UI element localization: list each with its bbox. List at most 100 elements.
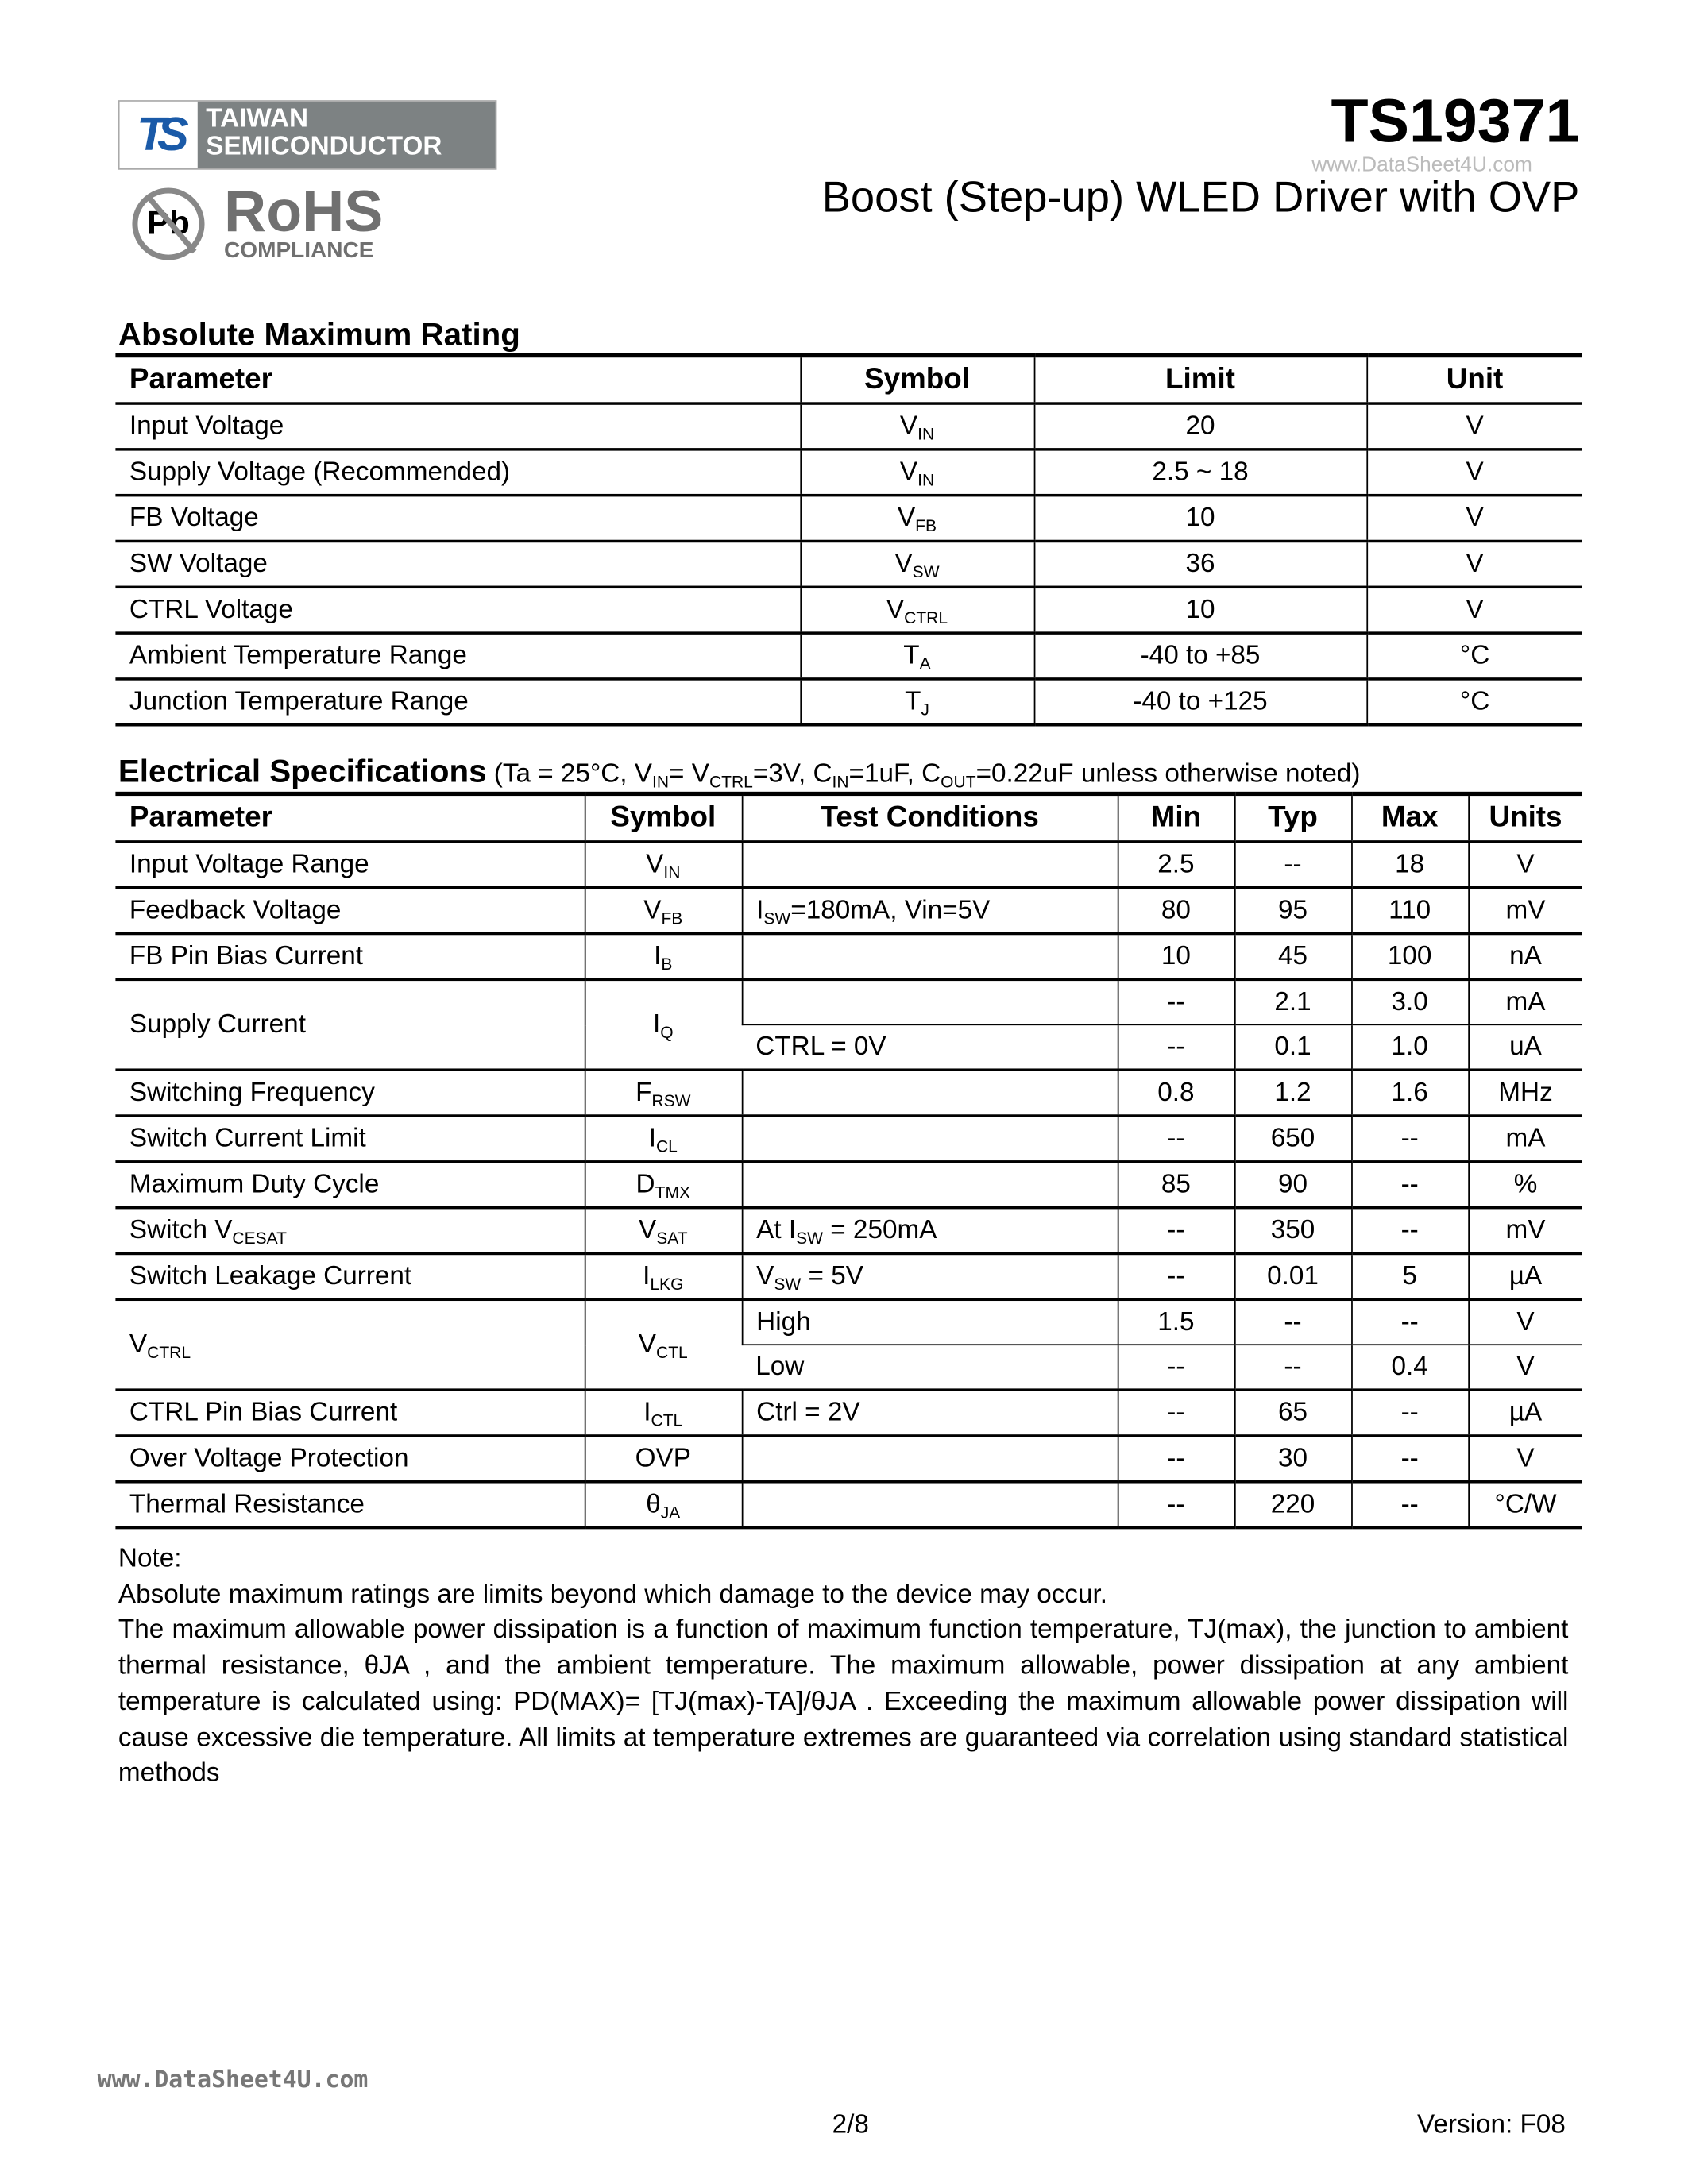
column-header: Test Conditions [740, 791, 1118, 843]
text-segment: Low [755, 1351, 805, 1381]
text-segment: =1uF, C [848, 759, 941, 789]
table-row: Switch VCESAT VSAT At ISW = 250mA -- 350 -- mV [115, 1207, 1582, 1256]
subscript: J [921, 699, 929, 719]
text-segment: CTRL Voltage [129, 594, 293, 624]
version: Version: F08 [1417, 2110, 1566, 2140]
unit-cell: V [1365, 495, 1582, 543]
text-segment: V [899, 411, 918, 441]
text-segment: I [643, 1261, 651, 1291]
test-condition-cell [740, 933, 1118, 982]
column-header: Typ [1234, 791, 1352, 843]
max-cell: 1.6 [1350, 1070, 1469, 1117]
subscript: CESAT [232, 1228, 287, 1248]
unit-cell: V [1467, 1435, 1582, 1484]
notes-line1: Absolute maximum ratings are limits beyo… [118, 1580, 1108, 1610]
text-segment: OVP [635, 1443, 691, 1473]
text-segment: Ctrl = 2V [756, 1397, 860, 1427]
unit-cell: MHz [1467, 1070, 1582, 1117]
table-row: Switch Current Limit ICL -- 650 -- mA [115, 1116, 1582, 1163]
symbol-cell: VIN [799, 449, 1034, 497]
subscript: Q [660, 1021, 674, 1042]
unit-cell: V [1365, 587, 1582, 635]
subscript: SW [796, 1228, 824, 1248]
text-segment: I [652, 1009, 661, 1039]
table-row: Feedback Voltage VFB ISW=180mA, Vin=5V 80 95… [115, 887, 1582, 936]
subscript: IN [652, 772, 670, 792]
limit-cell: 36 [1033, 541, 1367, 589]
table-row: Maximum Duty Cycle DTMX 85 90 --% [115, 1161, 1582, 1210]
text-segment: T [903, 640, 920, 670]
parameter-cell: CTRL Voltage [115, 587, 801, 635]
symbol-cell: VCTL [583, 1299, 742, 1391]
max-cell: -- [1350, 1299, 1469, 1346]
watermark: www.DataSheet4U.com [1311, 152, 1532, 177]
subscript: IN [917, 469, 935, 489]
min-cell: -- [1116, 1390, 1234, 1437]
text-segment: =0.22uF unless otherwise noted) [975, 759, 1361, 789]
symbol-cell: ICL [583, 1116, 742, 1163]
parameter-cell: Ambient Temperature Range [115, 633, 801, 681]
test-condition-cell: At ISW = 250mA [740, 1207, 1118, 1256]
symbol-cell: VSAT [583, 1207, 742, 1256]
unit-cell: V [1467, 1345, 1582, 1391]
typ-cell: 65 [1234, 1390, 1352, 1437]
table-row: Thermal Resistance θJA -- 220 -- °C/W [115, 1481, 1582, 1530]
footer-watermark: www.DataSheet4U.com [97, 2066, 369, 2094]
limit-cell: -40 to +85 [1033, 633, 1367, 681]
subscript: LKG [650, 1273, 684, 1294]
text-segment: D [635, 1169, 655, 1199]
text-segment: V [899, 457, 918, 487]
symbol-cell: VFB [583, 887, 742, 936]
page-number: 2/8 [832, 2110, 869, 2140]
symbol-cell: DTMX [583, 1161, 742, 1210]
text-segment: Maximum Duty Cycle [129, 1169, 380, 1199]
text-segment: High [756, 1306, 811, 1337]
abs-max-table: Parameter Symbol Limit Unit Input Voltage VIN… [115, 353, 1582, 727]
text-segment: V [894, 549, 913, 578]
text-segment: Ambient Temperature Range [129, 640, 467, 670]
min-cell: -- [1116, 1253, 1234, 1302]
text-segment: Switch V [129, 1215, 233, 1245]
max-cell: 100 [1350, 933, 1469, 982]
elec-spec-conditions: (Ta = 25°C, VIN= VCTRL=3V, CIN=1uF, COUT… [494, 759, 1361, 792]
unit-cell: mV [1467, 1207, 1582, 1256]
text-segment: FB Voltage [129, 503, 259, 533]
notes-paragraph: The maximum allowable power dissipation … [118, 1615, 1569, 1788]
min-cell: 2.5 [1116, 841, 1234, 889]
elec-spec-title: Electrical Specifications [118, 752, 487, 789]
test-condition-cell [740, 1070, 1118, 1117]
elec-spec-table: Parameter Symbol Test Conditions Min Typ Max U… [115, 791, 1582, 1530]
max-cell: 0.4 [1350, 1345, 1469, 1391]
parameter-cell: Thermal Resistance [115, 1481, 585, 1530]
parameter-cell: Supply Current [115, 979, 585, 1071]
text-segment: Input Voltage [129, 411, 284, 441]
pb-free-icon: Pb [132, 187, 205, 260]
parameter-cell: Junction Temperature Range [115, 678, 801, 727]
test-condition-cell [740, 1435, 1118, 1484]
subscript: FB [915, 515, 937, 535]
min-cell: -- [1116, 979, 1234, 1026]
logo-line1: TAIWAN [206, 104, 309, 134]
typ-cell: 1.2 [1234, 1070, 1352, 1117]
typ-cell: 0.1 [1234, 1024, 1352, 1071]
typ-cell: 2.1 [1234, 979, 1352, 1026]
table-row: CTRL Voltage VCTRL 10 V [115, 587, 1582, 635]
text-segment: Supply Current [129, 1009, 306, 1039]
symbol-cell: VCTRL [799, 587, 1034, 635]
table-row: Over Voltage Protection OVP -- 30 -- V [115, 1435, 1582, 1484]
text-segment: T [905, 686, 921, 716]
unit-cell: uA [1467, 1024, 1582, 1071]
table-row: Switching Frequency FRSW 0.8 1.2 1.6 MHz [115, 1070, 1582, 1117]
rohs-compliance-logo: Pb RoHS COMPLIANCE [132, 181, 383, 268]
test-condition-cell [740, 979, 1118, 1026]
text-segment: CTRL Pin Bias Current [129, 1397, 398, 1427]
column-header: Unit [1365, 353, 1582, 405]
parameter-cell: CTRL Pin Bias Current [115, 1390, 585, 1437]
subscript: B [661, 953, 673, 974]
text-segment: = V [669, 759, 709, 789]
subscript: CTRL [147, 1341, 191, 1362]
unit-cell: mA [1467, 979, 1582, 1026]
typ-cell: 90 [1234, 1161, 1352, 1210]
max-cell: -- [1350, 1390, 1469, 1437]
